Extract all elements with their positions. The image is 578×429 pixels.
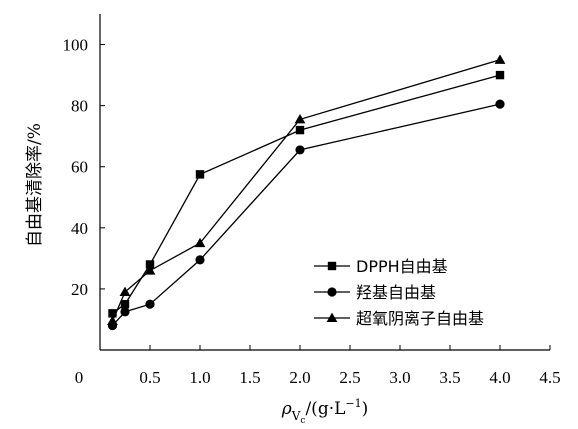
x-axis-title-subsub: c xyxy=(300,416,305,426)
x-tick-label: 2.0 xyxy=(289,368,310,387)
data-point-circle xyxy=(195,255,205,265)
x-tick-label: 1.0 xyxy=(189,368,210,387)
data-point-square xyxy=(108,309,117,318)
legend-marker-circle xyxy=(327,287,337,297)
data-point-triangle xyxy=(119,286,131,297)
series-lines xyxy=(111,59,501,327)
data-point-triangle xyxy=(107,315,118,326)
data-point-triangle xyxy=(194,237,206,248)
x-axis-title-sub: V xyxy=(291,409,301,423)
y-tick-label: 80 xyxy=(71,97,88,116)
x-axis-title-close: ) xyxy=(362,399,369,419)
data-point-triangle xyxy=(494,54,506,64)
series-line-square xyxy=(112,74,501,314)
x-tick-label: 3.5 xyxy=(439,368,460,387)
series-markers xyxy=(107,54,506,331)
x-axis-title-symbol: ρ xyxy=(281,399,292,419)
x-tick-label: 3.0 xyxy=(389,368,410,387)
data-point-square xyxy=(495,70,505,80)
data-point-triangle xyxy=(294,113,306,124)
data-point-square xyxy=(120,299,130,309)
data-point-circle xyxy=(495,99,505,109)
data-point-square xyxy=(195,170,205,179)
y-tick-label: 100 xyxy=(63,36,89,55)
y-tick-label: 40 xyxy=(71,219,88,238)
x-axis-title: ρVc/(g·L−1) xyxy=(281,397,369,426)
legend-label: 羟基自由基 xyxy=(356,283,436,302)
legend-label: 超氧阴离子自由基 xyxy=(356,309,484,328)
data-point-square xyxy=(145,260,155,269)
y-tick-label: 20 xyxy=(71,280,88,299)
axes xyxy=(99,14,550,351)
data-point-circle xyxy=(295,145,305,155)
data-point-circle xyxy=(145,299,155,309)
y-axis-title: 自由基清除率/% xyxy=(25,123,45,247)
legend-label: DPPH自由基 xyxy=(356,257,448,276)
x-tick-label: 4.5 xyxy=(539,368,560,387)
data-point-circle xyxy=(120,307,130,317)
series-line-triangle xyxy=(111,59,501,322)
y-tick-label: 60 xyxy=(71,158,88,177)
origin-label: 0 xyxy=(75,368,84,387)
data-point-square xyxy=(295,125,305,135)
data-point-triangle xyxy=(144,265,156,275)
x-tick-label: 0.5 xyxy=(139,368,160,387)
legend-marker-triangle xyxy=(326,312,338,323)
x-tick-label: 2.5 xyxy=(339,368,360,387)
x-axis-title-sup: −1 xyxy=(345,397,361,410)
x-tick-label: 4.0 xyxy=(489,368,510,387)
ticks: 0.5 1.0 1.5 2.0 2.5 3.0 3.5 4.0 4.5 20 40 60 80 100 xyxy=(63,36,561,387)
series-line-circle xyxy=(112,103,501,327)
x-axis-title-unit: /(g·L xyxy=(305,399,345,419)
x-tick-label: 1.5 xyxy=(239,368,260,387)
legend-marker-square xyxy=(327,261,337,271)
